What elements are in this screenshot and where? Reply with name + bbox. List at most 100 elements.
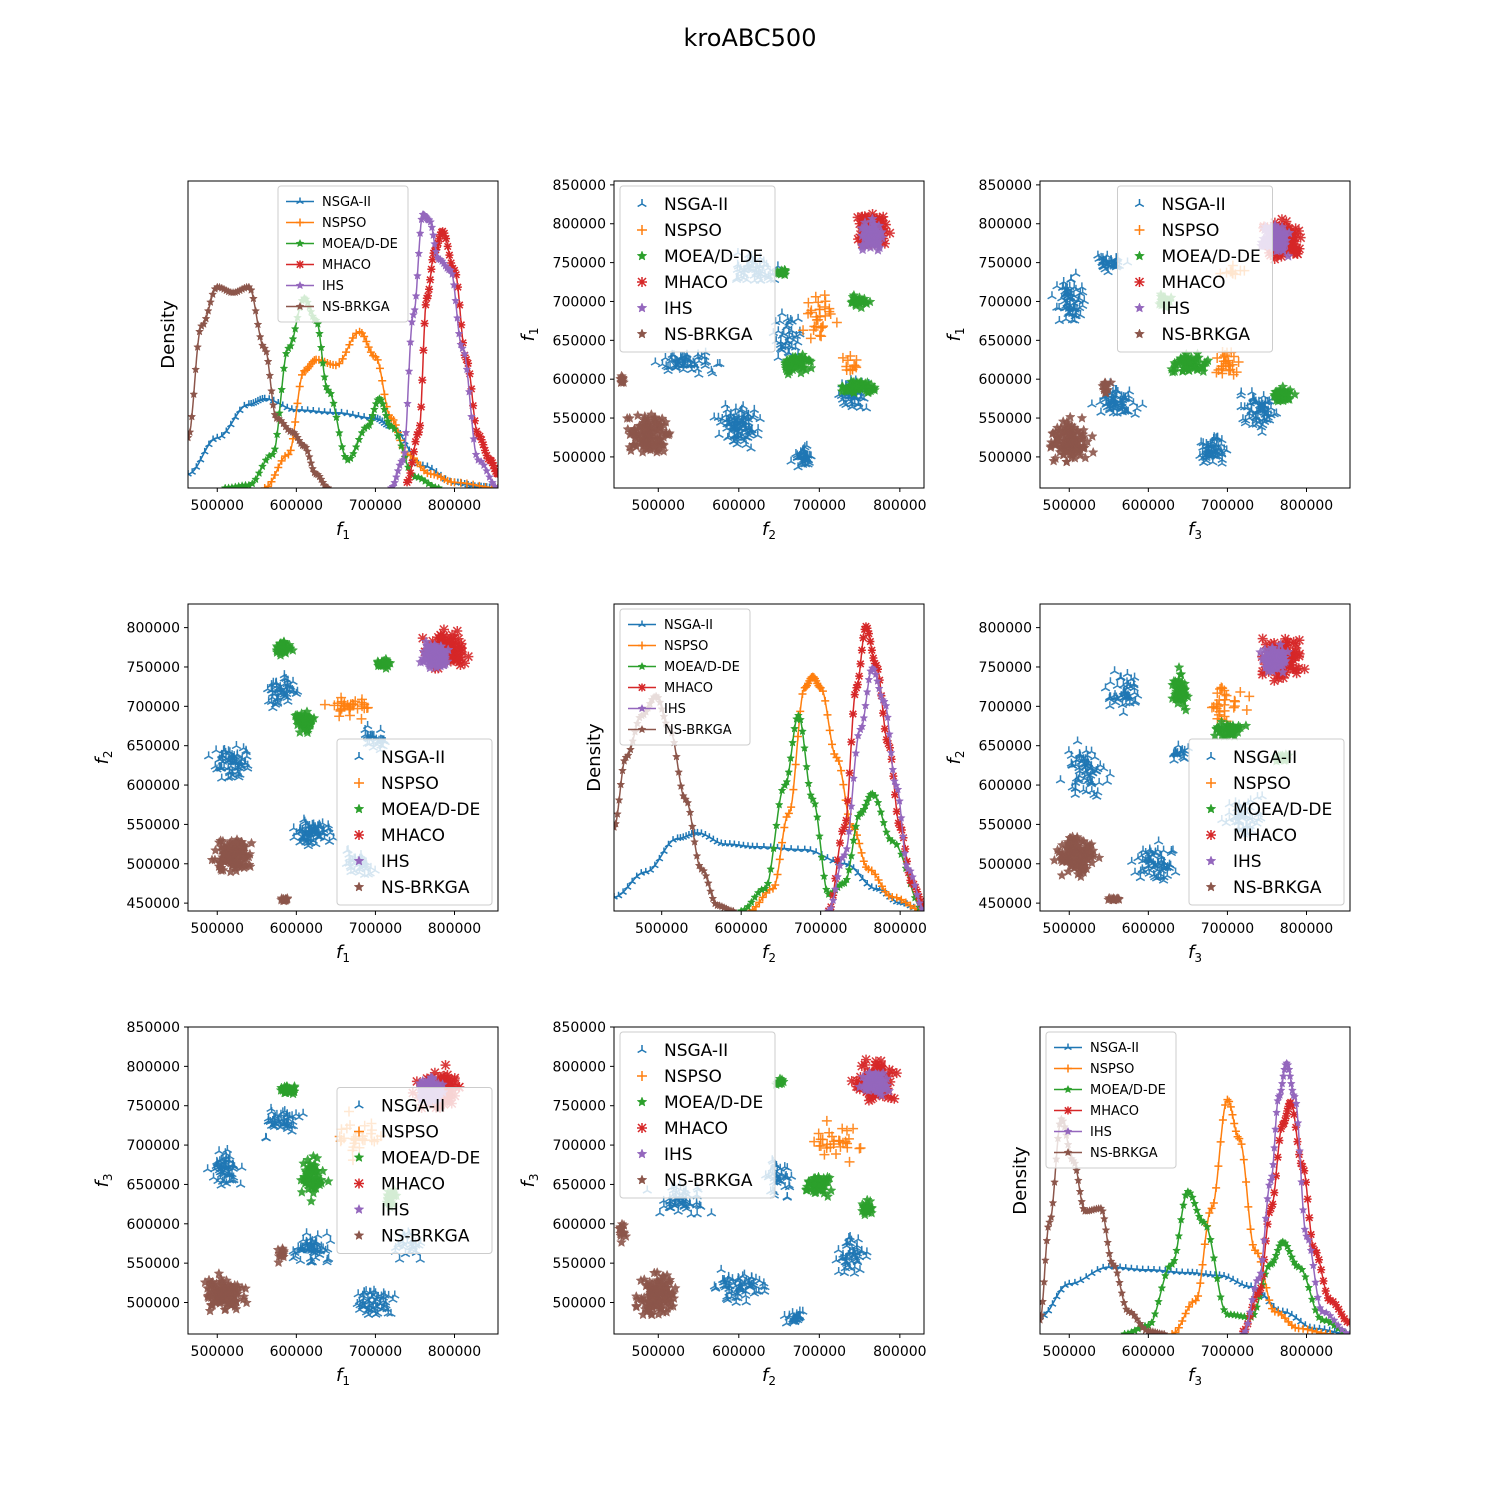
data-point — [288, 823, 299, 832]
data-point — [403, 399, 412, 408]
data-point — [410, 305, 420, 314]
data-point — [882, 827, 891, 837]
data-point — [451, 296, 461, 305]
data-point — [435, 635, 446, 646]
data-point — [323, 483, 333, 488]
legend-label: IHS — [381, 852, 410, 872]
data-point — [296, 1186, 308, 1197]
legend-label: MOEA/D-DE — [1162, 247, 1261, 267]
y-tick-label: 750000 — [979, 660, 1032, 676]
data-point — [251, 474, 261, 484]
data-point — [1180, 704, 1192, 715]
data-point — [1178, 684, 1190, 696]
data-point — [1135, 866, 1146, 875]
data-point — [623, 883, 632, 890]
x-axis-label: f3 — [1188, 942, 1202, 965]
data-point — [1058, 276, 1069, 286]
data-point — [443, 242, 452, 251]
data-point — [298, 1157, 309, 1169]
data-point — [411, 291, 421, 300]
data-point — [1094, 777, 1104, 787]
data-point — [188, 468, 197, 475]
data-point — [746, 443, 756, 452]
data-point — [1071, 268, 1081, 277]
data-point — [217, 432, 226, 439]
data-point — [879, 818, 889, 827]
data-point — [318, 358, 328, 367]
data-point — [1278, 656, 1290, 668]
data-point — [354, 434, 364, 444]
data-point — [826, 903, 836, 911]
data-point — [254, 468, 264, 478]
data-point — [261, 347, 271, 356]
data-point — [447, 269, 457, 278]
data-point — [422, 651, 434, 662]
data-point — [210, 761, 220, 770]
data-point — [488, 458, 497, 467]
data-point — [779, 268, 790, 279]
data-point — [748, 412, 758, 421]
data-point — [1217, 683, 1228, 694]
data-point — [1137, 856, 1148, 865]
data-point — [760, 884, 770, 893]
y-tick-label: 550000 — [127, 817, 180, 833]
data-point — [286, 446, 295, 455]
data-point — [1050, 452, 1061, 464]
data-point — [1211, 367, 1222, 378]
data-point — [1271, 648, 1283, 659]
data-point — [1109, 666, 1120, 675]
y-tick-label: 750000 — [979, 256, 1032, 272]
data-point — [847, 737, 856, 746]
data-point — [1282, 250, 1294, 261]
data-point — [773, 870, 782, 879]
data-point — [275, 682, 285, 691]
data-point — [859, 211, 870, 222]
data-point — [320, 408, 329, 415]
legend-frame — [619, 608, 751, 746]
data-point — [614, 891, 623, 899]
series-moea-d-de — [271, 636, 396, 738]
data-point — [810, 799, 820, 808]
data-point — [452, 654, 463, 665]
data-point — [891, 780, 901, 790]
data-point — [1118, 686, 1129, 695]
data-point — [378, 399, 388, 408]
data-point — [882, 735, 891, 744]
data-point — [831, 874, 840, 883]
data-point — [825, 309, 836, 320]
data-point — [853, 731, 863, 740]
data-point — [859, 633, 868, 642]
series-ns-brkga — [1048, 831, 1125, 905]
data-point — [874, 875, 883, 884]
data-point — [317, 1165, 329, 1176]
data-point — [1112, 680, 1123, 690]
data-point — [1122, 668, 1133, 678]
legend-item-moea-d-de: MOEA/D-DE — [286, 237, 398, 252]
data-point — [1221, 355, 1232, 366]
data-point — [645, 408, 657, 420]
data-point — [1269, 409, 1279, 418]
data-point — [1212, 688, 1223, 699]
axes-frame — [613, 603, 925, 912]
data-point — [1078, 785, 1089, 794]
legend-item-ns-brkga: NS-BRKGA — [1205, 878, 1322, 898]
data-point — [1257, 420, 1268, 429]
data-point — [277, 385, 287, 394]
data-point — [852, 683, 861, 692]
data-point — [266, 696, 277, 706]
series-moea-d-de — [736, 710, 924, 911]
data-point — [735, 406, 746, 415]
data-point — [775, 855, 784, 864]
data-point — [457, 343, 467, 353]
y-tick-label: 650000 — [979, 333, 1032, 349]
data-point — [829, 891, 838, 900]
data-point — [705, 833, 714, 840]
data-point — [844, 865, 854, 874]
data-point — [1216, 361, 1227, 372]
data-point — [1086, 430, 1098, 441]
legend-frame — [277, 185, 409, 323]
series-line — [406, 230, 498, 483]
data-point — [421, 300, 430, 309]
data-point — [1061, 456, 1073, 467]
